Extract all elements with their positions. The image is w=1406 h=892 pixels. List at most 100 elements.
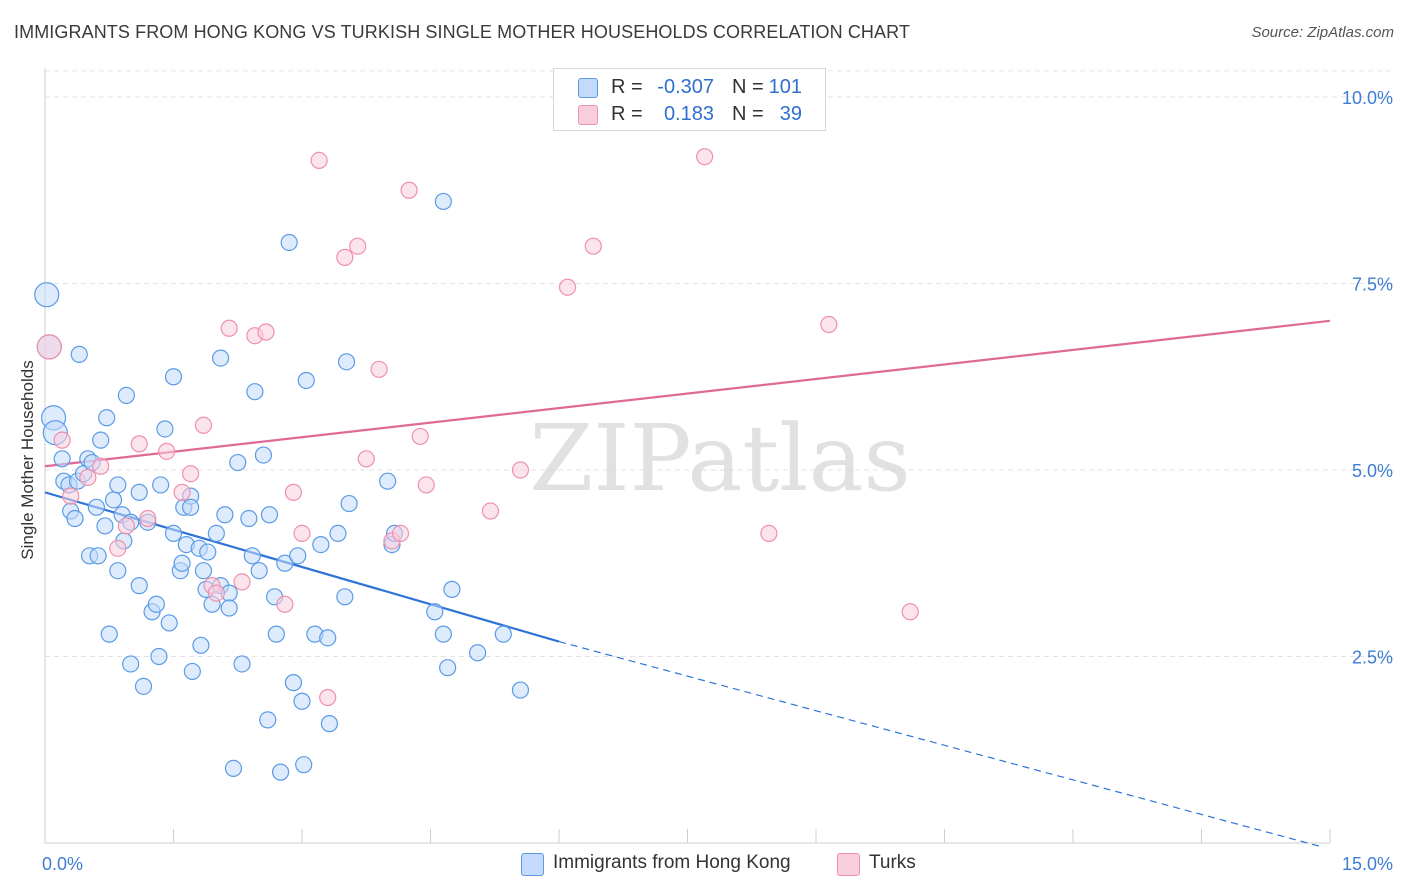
stats-n-label: N = (732, 103, 764, 125)
data-point-turks (319, 688, 337, 707)
data-point-turks (36, 334, 62, 360)
data-point-hong-kong (130, 483, 148, 501)
data-point-hong-kong (295, 756, 313, 774)
data-point-hong-kong (229, 453, 247, 472)
data-point-hong-kong (337, 353, 356, 371)
data-point-hong-kong (220, 599, 238, 617)
data-point-turks (901, 603, 919, 621)
source-credit: Source: ZipAtlas.com (1251, 24, 1394, 41)
y-tick-label: 2.5% (1352, 648, 1393, 668)
data-point-hong-kong (53, 450, 71, 468)
data-point-turks (182, 465, 200, 483)
axes (44, 68, 1331, 844)
data-point-hong-kong (511, 681, 530, 699)
legend-swatch-turks (837, 853, 860, 876)
data-point-turks (139, 509, 157, 528)
data-point-hong-kong (164, 368, 183, 386)
data-point-hong-kong (109, 562, 127, 580)
chart-title: IMMIGRANTS FROM HONG KONG VS TURKISH SIN… (14, 22, 910, 42)
stats-r-value: -0.307 (657, 76, 714, 98)
data-point-hong-kong (183, 662, 201, 681)
data-point-hong-kong (89, 547, 107, 565)
data-point-hong-kong (340, 494, 358, 513)
chart-legend: Immigrants from Hong Kong Turks (0, 852, 1406, 878)
data-point-turks (53, 431, 71, 449)
data-point-hong-kong (271, 763, 290, 781)
data-point-hong-kong (130, 577, 148, 595)
data-point-turks (293, 524, 311, 543)
stats-r-value: 0.183 (663, 103, 714, 125)
data-point-turks (820, 315, 838, 334)
data-point-hong-kong (224, 759, 243, 778)
data-point-hong-kong (233, 655, 251, 673)
data-point-turks (400, 181, 418, 199)
data-point-turks (696, 148, 714, 166)
data-point-turks (220, 319, 238, 337)
data-point-hong-kong (134, 677, 153, 695)
data-point-hong-kong (443, 580, 461, 598)
data-point-hong-kong (250, 562, 268, 580)
stats-swatch-pink (578, 105, 598, 125)
data-point-turks (284, 483, 303, 501)
trend-line-hong-kong-extrapolated (558, 641, 1322, 848)
tick-labels: 2.5% 5.0% 7.5% 10.0% 0.0% 15.0% (42, 88, 1393, 874)
data-point-hong-kong (329, 524, 347, 543)
stats-row-turks: R = 0.183 N = 39 (554, 101, 825, 127)
stats-row-hong-kong: R = -0.307 N = 101 (554, 74, 825, 100)
data-point-turks (336, 248, 354, 266)
data-point-hong-kong (434, 192, 452, 211)
data-point-hong-kong (297, 371, 315, 390)
data-point-turks (349, 237, 367, 255)
data-point-hong-kong (259, 711, 277, 729)
data-point-hong-kong (240, 509, 258, 528)
stats-swatch-blue (578, 78, 598, 98)
x-tick-label: 0.0% (42, 854, 83, 874)
data-point-hong-kong (147, 595, 165, 613)
data-point-hong-kong (267, 625, 285, 643)
data-point-hong-kong (96, 517, 114, 535)
stats-n-label: N = (732, 76, 764, 98)
data-point-hong-kong (104, 491, 123, 509)
data-point-hong-kong (122, 655, 140, 673)
data-point-hong-kong (319, 629, 337, 647)
data-point-turks (481, 502, 500, 520)
data-point-hong-kong (434, 625, 452, 643)
data-point-hong-kong (173, 554, 191, 572)
data-point-hong-kong (216, 506, 234, 524)
data-point-turks (417, 476, 435, 494)
trend-line-turks (44, 319, 1331, 468)
data-point-hong-kong (150, 647, 168, 666)
data-point-hong-kong (207, 524, 225, 543)
legend-label-turks: Turks (869, 852, 916, 873)
data-point-hong-kong (293, 692, 311, 710)
data-point-hong-kong (469, 644, 487, 662)
data-point-hong-kong (98, 409, 116, 427)
data-point-turks (257, 323, 275, 341)
data-point-turks (194, 416, 213, 434)
stats-n-value: 39 (779, 103, 802, 125)
data-point-hong-kong (289, 547, 307, 565)
data-point-hong-kong (156, 420, 174, 438)
data-point-hong-kong (260, 506, 279, 524)
data-point-hong-kong (100, 625, 118, 643)
data-point-hong-kong (192, 636, 210, 654)
data-points (34, 148, 919, 781)
data-point-turks (411, 427, 429, 446)
y-tick-label: 10.0% (1342, 88, 1393, 108)
data-point-turks (207, 584, 225, 602)
data-point-turks (233, 573, 251, 591)
data-point-turks (130, 435, 148, 453)
data-point-hong-kong (109, 476, 127, 494)
data-point-turks (79, 468, 97, 487)
data-point-hong-kong (284, 674, 303, 692)
data-point-hong-kong (70, 345, 88, 363)
data-point-hong-kong (439, 659, 457, 677)
data-point-turks (391, 524, 410, 543)
data-point-hong-kong (379, 472, 397, 490)
data-point-hong-kong (336, 588, 354, 606)
data-point-hong-kong (66, 509, 84, 528)
y-tick-label: 5.0% (1352, 461, 1393, 481)
correlation-stats-box: R = -0.307 N = 101 R = 0.183 N = 39 (553, 68, 826, 131)
data-point-turks (158, 442, 176, 460)
